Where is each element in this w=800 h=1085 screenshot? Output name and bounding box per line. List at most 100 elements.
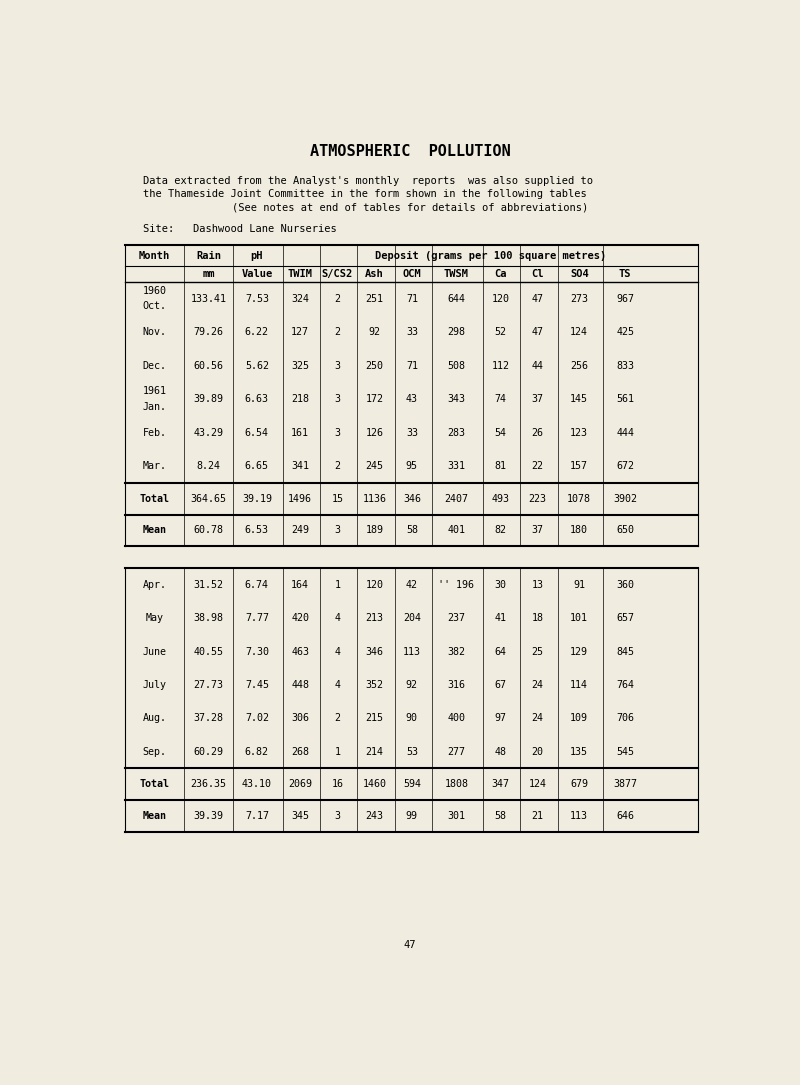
Text: Ash: Ash (366, 269, 384, 279)
Text: 967: 967 (616, 294, 634, 304)
Text: 120: 120 (366, 579, 384, 589)
Text: 331: 331 (447, 461, 466, 471)
Text: 833: 833 (616, 361, 634, 371)
Text: 236.35: 236.35 (190, 779, 226, 790)
Text: 95: 95 (406, 461, 418, 471)
Text: 81: 81 (494, 461, 506, 471)
Text: 120: 120 (491, 294, 510, 304)
Text: 5.62: 5.62 (245, 361, 269, 371)
Text: 251: 251 (366, 294, 384, 304)
Text: 64: 64 (494, 647, 506, 656)
Text: Mean: Mean (142, 525, 166, 535)
Text: 283: 283 (447, 427, 466, 437)
Text: 243: 243 (366, 812, 384, 821)
Text: Aug.: Aug. (142, 713, 166, 724)
Text: 1960: 1960 (142, 285, 166, 295)
Text: Rain: Rain (196, 251, 221, 260)
Text: 364.65: 364.65 (190, 494, 226, 503)
Text: 346: 346 (403, 494, 421, 503)
Text: Oct.: Oct. (142, 302, 166, 311)
Text: 706: 706 (616, 713, 634, 724)
Text: 27.73: 27.73 (194, 680, 223, 690)
Text: 277: 277 (447, 746, 466, 756)
Text: 92: 92 (369, 328, 381, 337)
Text: 47: 47 (532, 294, 544, 304)
Text: 71: 71 (406, 294, 418, 304)
Text: 401: 401 (447, 525, 466, 535)
Text: 47: 47 (532, 328, 544, 337)
Text: 92: 92 (406, 680, 418, 690)
Text: 3877: 3877 (613, 779, 637, 790)
Text: 3: 3 (334, 812, 341, 821)
Text: Month: Month (139, 251, 170, 260)
Text: 21: 21 (532, 812, 544, 821)
Text: 420: 420 (291, 613, 310, 623)
Text: 40.55: 40.55 (194, 647, 223, 656)
Text: 545: 545 (616, 746, 634, 756)
Text: 30: 30 (494, 579, 506, 589)
Text: 7.02: 7.02 (245, 713, 269, 724)
Text: 7.45: 7.45 (245, 680, 269, 690)
Text: 7.17: 7.17 (245, 812, 269, 821)
Text: 13: 13 (532, 579, 544, 589)
Text: 101: 101 (570, 613, 588, 623)
Text: 22: 22 (532, 461, 544, 471)
Text: 82: 82 (494, 525, 506, 535)
Text: 42: 42 (406, 579, 418, 589)
Text: 7.30: 7.30 (245, 647, 269, 656)
Text: 6.82: 6.82 (245, 746, 269, 756)
Text: 54: 54 (494, 427, 506, 437)
Text: 1136: 1136 (362, 494, 386, 503)
Text: 99: 99 (406, 812, 418, 821)
Text: 6.22: 6.22 (245, 328, 269, 337)
Text: 646: 646 (616, 812, 634, 821)
Text: 161: 161 (291, 427, 310, 437)
Text: 2069: 2069 (288, 779, 312, 790)
Text: 273: 273 (570, 294, 588, 304)
Text: 164: 164 (291, 579, 310, 589)
Text: 43.10: 43.10 (242, 779, 272, 790)
Text: 8.24: 8.24 (197, 461, 221, 471)
Text: 301: 301 (447, 812, 466, 821)
Text: 223: 223 (529, 494, 546, 503)
Text: 74: 74 (494, 394, 506, 405)
Text: 43: 43 (406, 394, 418, 405)
Text: 250: 250 (366, 361, 384, 371)
Text: 425: 425 (616, 328, 634, 337)
Text: 33: 33 (406, 427, 418, 437)
Text: 298: 298 (447, 328, 466, 337)
Text: 672: 672 (616, 461, 634, 471)
Text: Dec.: Dec. (142, 361, 166, 371)
Text: 657: 657 (616, 613, 634, 623)
Text: 245: 245 (366, 461, 384, 471)
Text: 91: 91 (574, 579, 586, 589)
Text: 127: 127 (291, 328, 310, 337)
Text: 3: 3 (334, 394, 341, 405)
Text: 157: 157 (570, 461, 588, 471)
Text: 1496: 1496 (288, 494, 312, 503)
Text: 180: 180 (570, 525, 588, 535)
Text: 325: 325 (291, 361, 310, 371)
Text: 6.65: 6.65 (245, 461, 269, 471)
Text: Deposit (grams per 100 square metres): Deposit (grams per 100 square metres) (375, 251, 606, 260)
Text: 6.53: 6.53 (245, 525, 269, 535)
Text: 2: 2 (334, 713, 341, 724)
Text: 644: 644 (447, 294, 466, 304)
Text: (See notes at end of tables for details of abbreviations): (See notes at end of tables for details … (232, 202, 588, 212)
Text: Jan.: Jan. (142, 401, 166, 411)
Text: 3: 3 (334, 427, 341, 437)
Text: 650: 650 (616, 525, 634, 535)
Text: TWSM: TWSM (444, 269, 469, 279)
Text: 345: 345 (291, 812, 310, 821)
Text: Apr.: Apr. (142, 579, 166, 589)
Text: 213: 213 (366, 613, 384, 623)
Text: 2: 2 (334, 294, 341, 304)
Text: 48: 48 (494, 746, 506, 756)
Text: 218: 218 (291, 394, 310, 405)
Text: 3: 3 (334, 361, 341, 371)
Text: 38.98: 38.98 (194, 613, 223, 623)
Text: 79.26: 79.26 (194, 328, 223, 337)
Text: 123: 123 (570, 427, 588, 437)
Text: mm: mm (202, 269, 214, 279)
Text: 109: 109 (570, 713, 588, 724)
